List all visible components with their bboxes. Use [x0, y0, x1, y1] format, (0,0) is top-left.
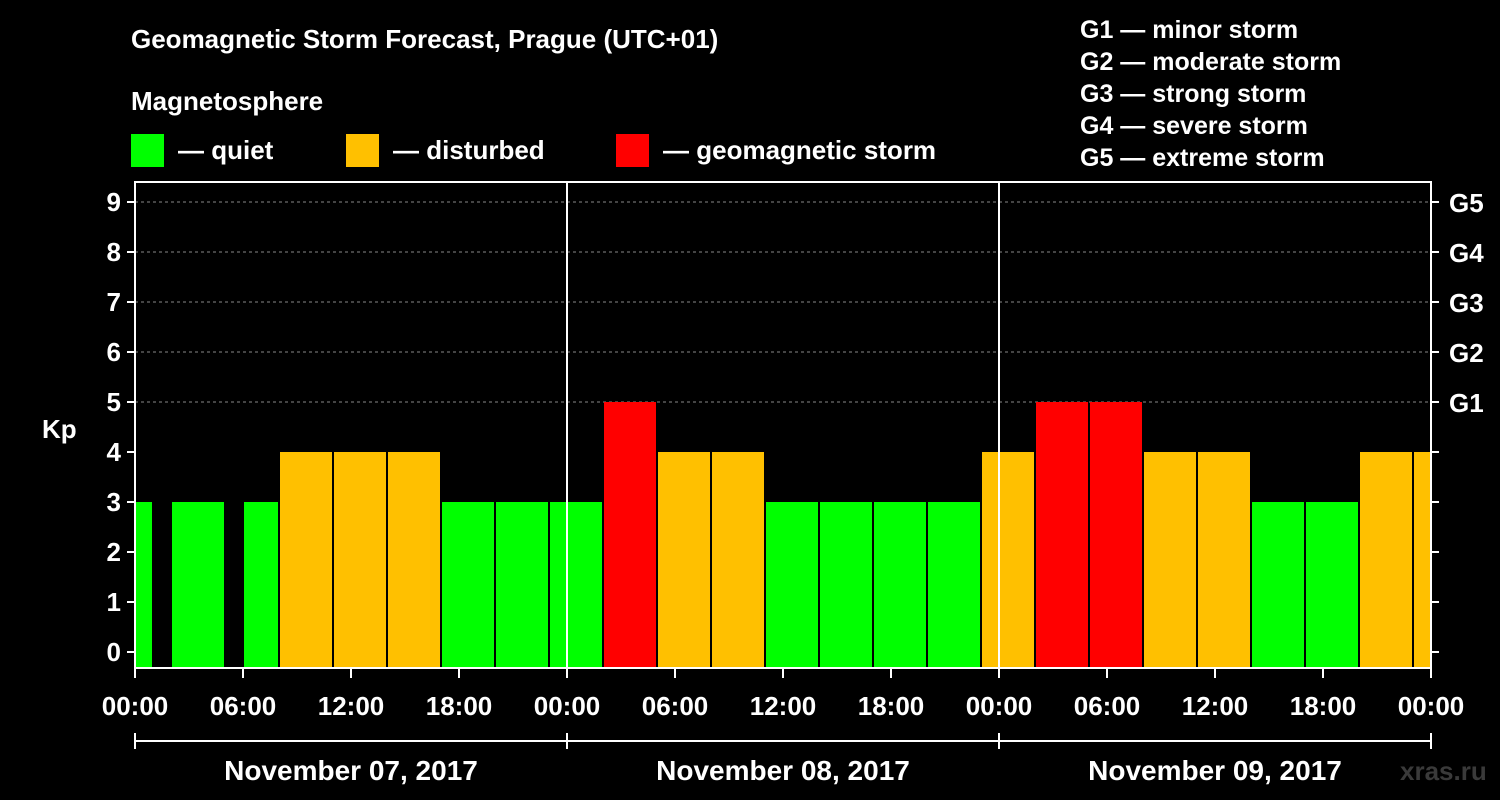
- kp-bar-22: [1306, 502, 1358, 668]
- kp-bar-1: [172, 502, 224, 668]
- x-tick-label-7: 18:00: [858, 691, 925, 721]
- legend-item-disturbed: — disturbed: [346, 133, 545, 167]
- x-tick-label-0: 00:00: [102, 691, 169, 721]
- x-tick-label-10: 12:00: [1182, 691, 1249, 721]
- date-label-1: November 08, 2017: [656, 755, 910, 786]
- y-tick-label-5: 5: [107, 387, 121, 417]
- y-tick-label-4: 4: [107, 437, 122, 467]
- x-tick-label-3: 18:00: [426, 691, 493, 721]
- date-label-0: November 07, 2017: [224, 755, 478, 786]
- g-scale-g1: G1 — minor storm: [1080, 16, 1299, 44]
- kp-bar-3: [280, 452, 332, 668]
- y-tick-label-1: 1: [107, 587, 121, 617]
- kp-bar-18: [1090, 402, 1142, 668]
- kp-bar-6: [442, 502, 494, 668]
- kp-bar-7: [496, 502, 548, 668]
- right-axis-label-G3: G3: [1449, 288, 1484, 318]
- kp-bar-11: [712, 452, 764, 668]
- kp-bar-10: [658, 452, 710, 668]
- y-tick-label-0: 0: [107, 637, 121, 667]
- kp-bar-2: [244, 502, 278, 668]
- x-tick-label-6: 12:00: [750, 691, 817, 721]
- y-tick-label-9: 9: [107, 187, 121, 217]
- x-tick-label-5: 06:00: [642, 691, 709, 721]
- kp-bar-16: [982, 452, 1034, 668]
- legend-item-quiet: — quiet: [131, 133, 273, 167]
- right-axis-label-G5: G5: [1449, 188, 1484, 218]
- kp-bar-12: [766, 502, 818, 668]
- legend-swatch-quiet: [131, 133, 164, 167]
- kp-bar-19: [1144, 452, 1196, 668]
- y-tick-label-2: 2: [107, 537, 121, 567]
- kp-bar-8: [550, 502, 602, 668]
- y-tick-label-3: 3: [107, 487, 121, 517]
- kp-bar-20: [1198, 452, 1250, 668]
- right-axis-label-G1: G1: [1449, 388, 1484, 418]
- kp-bar-23: [1360, 452, 1412, 668]
- y-axis-label: Kp: [42, 414, 77, 444]
- kp-bar-24: [1414, 452, 1430, 668]
- kp-bar-21: [1252, 502, 1304, 668]
- g-scale-g3: G3 — strong storm: [1080, 80, 1307, 108]
- x-tick-label-12: 00:00: [1398, 691, 1465, 721]
- kp-bar-14: [874, 502, 926, 668]
- chart-subtitle: Magnetosphere: [131, 86, 324, 116]
- kp-bar-15: [928, 502, 980, 668]
- kp-bar-9: [604, 402, 656, 668]
- legend-item-storm: — geomagnetic storm: [616, 133, 936, 167]
- x-tick-label-1: 06:00: [210, 691, 277, 721]
- legend-swatch-storm: [616, 133, 649, 167]
- kp-bar-13: [820, 502, 872, 668]
- legend-label-disturbed: — disturbed: [393, 134, 545, 165]
- kp-bar-5: [388, 452, 440, 668]
- date-label-2: November 09, 2017: [1088, 755, 1342, 786]
- x-tick-label-9: 06:00: [1074, 691, 1141, 721]
- chart-title: Geomagnetic Storm Forecast, Prague (UTC+…: [131, 24, 719, 54]
- g-scale-g2: G2 — moderate storm: [1080, 48, 1342, 76]
- x-tick-label-4: 00:00: [534, 691, 601, 721]
- y-tick-label-8: 8: [107, 237, 121, 267]
- right-axis-label-G2: G2: [1449, 338, 1484, 368]
- legend-label-storm: — geomagnetic storm: [663, 134, 937, 165]
- x-tick-label-11: 18:00: [1290, 691, 1357, 721]
- kp-bar-0: [136, 502, 152, 668]
- kp-bar-4: [334, 452, 386, 668]
- legend-swatch-disturbed: [346, 133, 379, 167]
- g-scale-g5: G5 — extreme storm: [1080, 144, 1325, 172]
- y-tick-label-6: 6: [107, 337, 121, 367]
- x-tick-label-8: 00:00: [966, 691, 1033, 721]
- x-tick-label-2: 12:00: [318, 691, 385, 721]
- legend-label-quiet: — quiet: [178, 134, 274, 165]
- g-scale-g4: G4 — severe storm: [1080, 112, 1308, 140]
- kp-bar-17: [1036, 402, 1088, 668]
- right-axis-label-G4: G4: [1449, 238, 1484, 268]
- g-scale-legend: G1 — minor storm G2 — moderate storm G3 …: [1080, 14, 1341, 174]
- watermark: xras.ru: [1400, 756, 1487, 786]
- y-tick-label-7: 7: [107, 287, 121, 317]
